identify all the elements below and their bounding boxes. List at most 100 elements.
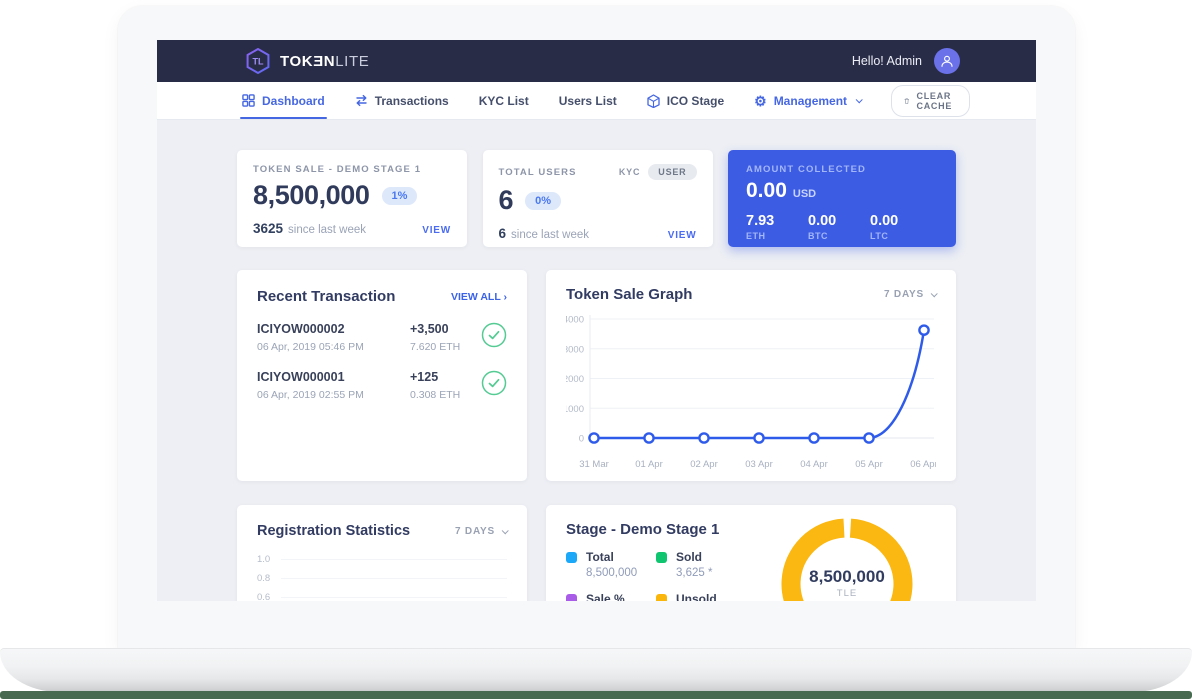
svg-text:02 Apr: 02 Apr (690, 459, 717, 470)
app-screen: TL TOKƎNLITE Hello! Admin (157, 40, 1036, 601)
tab-dashboard[interactable]: Dashboard (240, 82, 327, 119)
total-users-label: TOTAL USERS (498, 166, 577, 178)
legend-unsold: Unsold (656, 592, 766, 601)
chevron-down-icon (855, 96, 863, 104)
bottom-row: Registration Statistics 7 DAYS 1.0 0.8 0… (237, 505, 956, 601)
tab-transactions[interactable]: Transactions (355, 82, 449, 119)
svg-text:04 Apr: 04 Apr (800, 459, 827, 470)
transaction-row: ICIYOW000002 06 Apr, 2019 05:46 PM +3,50… (257, 322, 507, 353)
total-users-caption: since last week (511, 229, 589, 241)
tab-users-list[interactable]: Users List (559, 82, 617, 119)
transaction-id: ICIYOW000002 (257, 322, 345, 336)
clear-cache-label: CLEAR CACHE (916, 90, 953, 111)
amount-collected-card: AMOUNT COLLECTED 0.00 USD 7.93 ETH 0.00 … (728, 150, 956, 247)
legend-sold: Sold 3,625 * (656, 550, 766, 579)
chevron-down-icon (930, 290, 938, 298)
tab-ico-stage[interactable]: ICO Stage (647, 82, 724, 119)
tab-label: KYC List (478, 93, 529, 108)
transaction-amount: +125 (410, 370, 439, 384)
user-greeting: Hello! Admin (851, 54, 922, 68)
total-users-view-button[interactable]: VIEW (667, 230, 697, 241)
stage-card: Stage - Demo Stage 1 Total 8,500,000 (546, 505, 956, 601)
amount-eth: 7.93 ETH (746, 213, 775, 241)
check-circle-icon (481, 322, 507, 348)
stage-legend: Total 8,500,000 Sold 3,625 * (566, 550, 936, 601)
legend-swatch (656, 551, 667, 563)
token-sale-caption: since last week (288, 224, 367, 236)
svg-text:05 Apr: 05 Apr (855, 459, 882, 470)
gauge-center-unit: TLE (837, 588, 857, 599)
registration-statistics-card: Registration Statistics 7 DAYS 1.0 0.8 0… (237, 505, 527, 601)
token-sale-graph-card: Token Sale Graph 7 DAYS 0 1000 2000 3000 400… (546, 270, 956, 481)
tab-label: Transactions (374, 93, 449, 108)
tab-label: Management (773, 93, 848, 108)
registration-period-dropdown[interactable]: 7 DAYS (455, 526, 509, 537)
tab-label: Dashboard (262, 93, 325, 108)
clear-cache-button[interactable]: CLEAR CACHE (891, 84, 970, 117)
registration-chart-axis: 1.0 0.8 0.6 (257, 554, 507, 601)
legend-swatch (566, 551, 577, 563)
device-shadow-bar (0, 691, 1192, 699)
total-users-card: TOTAL USERS KYC USER 6 0% 6 since last w… (482, 150, 713, 247)
token-sale-badge: 1% (381, 186, 418, 205)
grid-icon (242, 94, 255, 107)
transaction-eth: 0.308 ETH (410, 389, 461, 401)
toggle-kyc[interactable]: KYC (618, 167, 641, 177)
total-users-delta: 6 (498, 226, 507, 241)
amount-usd-value: 0.00 (746, 179, 787, 202)
gear-icon: ⚙ (754, 92, 767, 109)
transaction-list: ICIYOW000002 06 Apr, 2019 05:46 PM +3,50… (257, 322, 507, 401)
svg-text:1000: 1000 (566, 404, 584, 415)
token-sale-view-button[interactable]: VIEW (422, 225, 451, 236)
svg-text:01 Apr: 01 Apr (635, 459, 662, 470)
transaction-id: ICIYOW000001 (257, 370, 345, 384)
recent-transaction-title: Recent Transaction (257, 288, 396, 305)
token-sale-value: 8,500,000 (253, 180, 370, 210)
brand-logo[interactable]: TL TOKƎNLITE (245, 47, 369, 75)
token-sale-graph-title: Token Sale Graph (566, 286, 693, 303)
legend-sale-pct: Sale % (566, 592, 656, 601)
amount-btc: 0.00 BTC (808, 213, 837, 241)
transaction-eth: 7.620 ETH (410, 341, 461, 353)
swap-arrows-icon (355, 94, 367, 107)
total-users-badge: 0% (525, 191, 562, 210)
amount-collected-label: AMOUNT COLLECTED (746, 164, 866, 175)
tab-label: Users List (558, 93, 617, 108)
token-sale-card: TOKEN SALE - DEMO STAGE 1 8,500,000 1% 3… (237, 150, 467, 247)
kyc-user-toggle: KYC USER (619, 164, 697, 180)
recent-transaction-card: Recent Transaction VIEW ALL › ICIYOW0000… (237, 270, 527, 481)
middle-row: Recent Transaction VIEW ALL › ICIYOW0000… (237, 270, 956, 481)
transaction-row: ICIYOW000001 06 Apr, 2019 02:55 PM +125 … (257, 370, 507, 401)
svg-text:TL: TL (253, 57, 264, 67)
tab-management[interactable]: ⚙ Management (754, 82, 863, 119)
transaction-amount: +3,500 (410, 322, 449, 336)
cube-icon (647, 93, 660, 108)
svg-text:31 Mar: 31 Mar (579, 459, 609, 470)
avatar[interactable] (934, 48, 960, 74)
device-base (0, 648, 1192, 692)
registration-statistics-title: Registration Statistics (257, 523, 411, 539)
svg-text:03 Apr: 03 Apr (745, 459, 772, 470)
gauge-center-value: 8,500,000 (809, 567, 885, 586)
chevron-right-icon: › (503, 290, 508, 303)
transaction-date: 06 Apr, 2019 05:46 PM (257, 341, 364, 353)
amount-ltc: 0.00 LTC (870, 213, 899, 241)
toggle-user[interactable]: USER (648, 164, 697, 180)
legend-total: Total 8,500,000 (566, 550, 656, 579)
tab-kyc-list[interactable]: KYC List (479, 82, 529, 119)
svg-text:3000: 3000 (566, 344, 584, 355)
top-navbar: TL TOKƎNLITE Hello! Admin (157, 40, 1036, 82)
token-sale-delta: 3625 (253, 221, 284, 236)
legend-swatch (566, 593, 577, 601)
tokenlite-logo-icon: TL (246, 47, 270, 75)
trash-icon (904, 97, 910, 104)
dashboard-content: TOKEN SALE - DEMO STAGE 1 8,500,000 1% 3… (157, 120, 1036, 601)
svg-text:2000: 2000 (566, 374, 584, 385)
view-all-button[interactable]: VIEW ALL › (450, 290, 508, 303)
stage-gauge-chart: 8,500,000 TLE (779, 516, 915, 601)
transaction-date: 06 Apr, 2019 02:55 PM (257, 389, 364, 401)
graph-period-dropdown[interactable]: 7 DAYS (884, 289, 938, 300)
token-sale-line-chart: 0 1000 2000 3000 4000 31 Mar 01 Apr 02 Apr 03 Ap… (563, 315, 938, 471)
tab-label: ICO Stage (666, 93, 725, 108)
